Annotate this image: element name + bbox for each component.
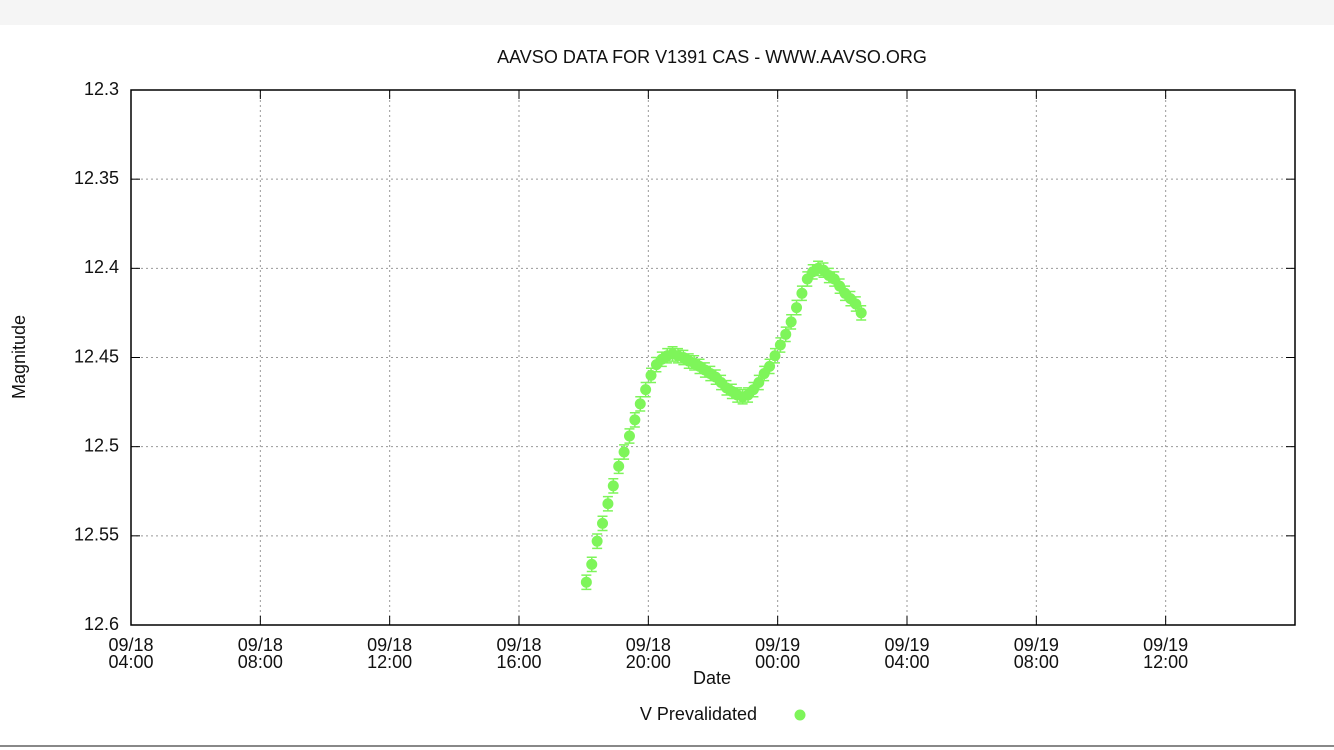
data-point [753, 376, 765, 388]
x-tick-label: 09/19 04:00 [884, 635, 930, 672]
data-point [850, 298, 862, 310]
x-tick-label: 09/19 12:00 [1143, 635, 1189, 672]
y-tick-label: 12.3 [84, 79, 119, 99]
y-tick-label: 12.6 [84, 614, 119, 634]
plot-frame [130, 89, 1296, 626]
data-point [785, 316, 797, 328]
data-point [645, 369, 657, 381]
data-point [640, 384, 652, 396]
chart-title: AAVSO DATA FOR V1391 CAS - WWW.AAVSO.ORG [497, 47, 927, 67]
data-point [580, 576, 592, 588]
y-tick-label: 12.4 [84, 257, 119, 277]
legend-marker [794, 709, 806, 721]
y-tick-label: 12.55 [74, 525, 119, 545]
x-tick-label: 09/18 08:00 [237, 635, 283, 672]
data-point [634, 398, 646, 410]
data-point [602, 498, 614, 510]
x-tick-label: 09/18 16:00 [496, 635, 542, 672]
data-point [586, 558, 598, 570]
data-point [618, 446, 630, 458]
data-point [607, 480, 619, 492]
x-axis-label: Date [693, 668, 731, 688]
x-tick-label: 09/18 12:00 [367, 635, 413, 672]
data-point [629, 414, 641, 426]
x-tick-label: 09/19 08:00 [1013, 635, 1059, 672]
top-band [0, 0, 1334, 25]
x-tick-label: 09/18 04:00 [108, 635, 154, 672]
y-tick-label: 12.45 [74, 346, 119, 366]
data-point [791, 302, 803, 314]
data-point [796, 287, 808, 299]
x-tick-label: 09/18 20:00 [625, 635, 671, 672]
data-point [774, 339, 786, 351]
y-tick-label: 12.35 [74, 168, 119, 188]
y-tick-label: 12.5 [84, 435, 119, 455]
data-point [613, 460, 625, 472]
y-axis-label: Magnitude [9, 315, 29, 399]
x-tick-label: 09/19 00:00 [755, 635, 801, 672]
legend-label: V Prevalidated [640, 704, 757, 724]
data-point [591, 535, 603, 547]
data-point [780, 328, 792, 340]
data-point [623, 430, 635, 442]
data-point [855, 307, 867, 319]
data-point [597, 517, 609, 529]
data-point [769, 350, 781, 362]
data-point [764, 360, 776, 372]
